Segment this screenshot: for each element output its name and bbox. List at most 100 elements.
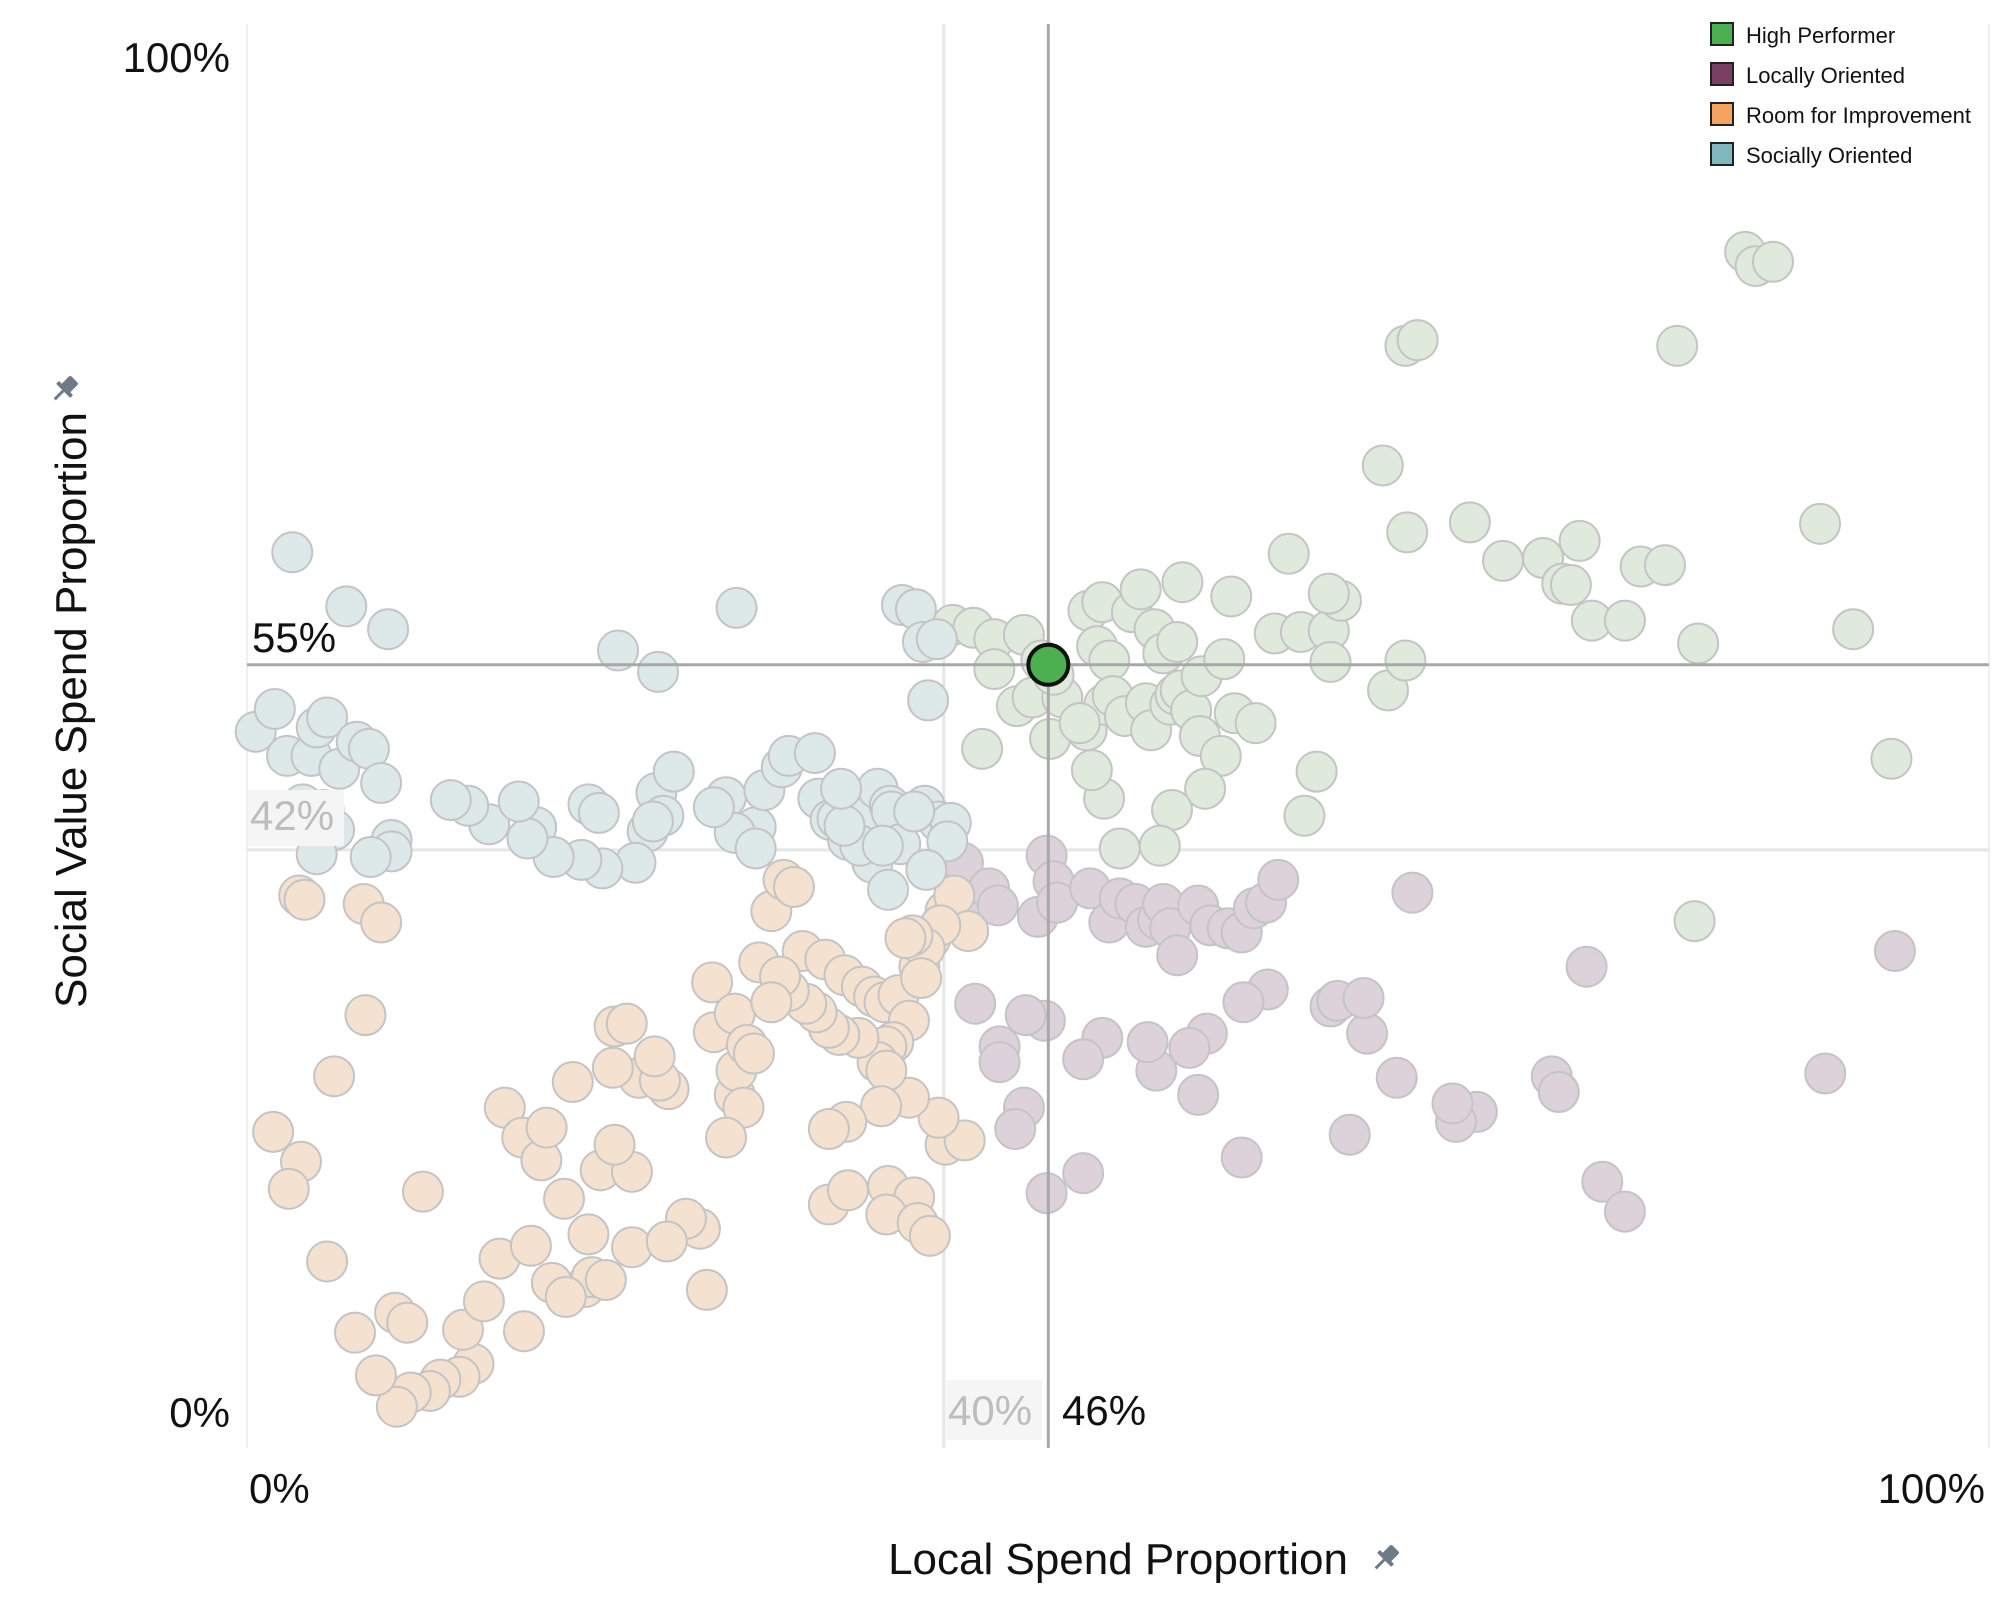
point-socially-oriented[interactable] xyxy=(905,848,948,891)
point-socially-oriented[interactable] xyxy=(253,687,296,730)
point-socially-oriented[interactable] xyxy=(367,608,410,651)
highlighted-point[interactable] xyxy=(1026,642,1071,687)
legend-item-socially-oriented[interactable]: Socially Oriented xyxy=(1710,142,1912,168)
point-locally-oriented[interactable] xyxy=(976,884,1019,927)
point-room-for-improvement[interactable] xyxy=(306,1240,349,1283)
point-locally-oriented[interactable] xyxy=(978,1041,1021,1084)
legend-item-high-performer[interactable]: High Performer xyxy=(1710,22,1895,48)
point-room-for-improvement[interactable] xyxy=(283,878,326,921)
point-room-for-improvement[interactable] xyxy=(633,1035,676,1078)
point-room-for-improvement[interactable] xyxy=(360,901,403,944)
point-locally-oriented[interactable] xyxy=(1062,1038,1105,1081)
point-socially-oriented[interactable] xyxy=(893,790,936,833)
point-room-for-improvement[interactable] xyxy=(584,1258,627,1301)
point-high-performer[interactable] xyxy=(1070,749,1113,792)
point-locally-oriented[interactable] xyxy=(1220,1136,1263,1179)
point-room-for-improvement[interactable] xyxy=(462,1280,505,1323)
point-room-for-improvement[interactable] xyxy=(685,1268,728,1311)
point-locally-oriented[interactable] xyxy=(1873,930,1916,973)
point-high-performer[interactable] xyxy=(1058,702,1101,745)
point-locally-oriented[interactable] xyxy=(1222,981,1265,1024)
point-socially-oriented[interactable] xyxy=(637,650,680,693)
point-socially-oriented[interactable] xyxy=(360,761,403,804)
point-room-for-improvement[interactable] xyxy=(551,1061,594,1104)
point-high-performer[interactable] xyxy=(1295,750,1338,793)
point-locally-oriented[interactable] xyxy=(1177,1073,1220,1116)
point-socially-oriented[interactable] xyxy=(506,817,549,860)
point-high-performer[interactable] xyxy=(1088,639,1131,682)
point-locally-oriented[interactable] xyxy=(954,982,997,1025)
point-room-for-improvement[interactable] xyxy=(691,961,734,1004)
point-high-performer[interactable] xyxy=(1098,827,1141,870)
point-high-performer[interactable] xyxy=(1234,702,1277,745)
point-high-performer[interactable] xyxy=(1361,444,1404,487)
point-locally-oriented[interactable] xyxy=(1257,858,1300,901)
point-locally-oriented[interactable] xyxy=(1391,871,1434,914)
point-locally-oriented[interactable] xyxy=(1537,1071,1580,1113)
point-locally-oriented[interactable] xyxy=(1168,1026,1211,1069)
point-socially-oriented[interactable] xyxy=(652,750,695,793)
point-room-for-improvement[interactable] xyxy=(645,1220,688,1263)
point-socially-oriented[interactable] xyxy=(793,732,836,775)
point-high-performer[interactable] xyxy=(1138,824,1181,867)
point-high-performer[interactable] xyxy=(1119,568,1162,611)
point-locally-oriented[interactable] xyxy=(1565,945,1608,988)
point-high-performer[interactable] xyxy=(1751,240,1794,283)
point-room-for-improvement[interactable] xyxy=(865,1049,908,1092)
point-high-performer[interactable] xyxy=(1203,638,1246,681)
legend-item-room-for-improvement[interactable]: Room for Improvement xyxy=(1710,102,1971,128)
point-high-performer[interactable] xyxy=(1870,737,1913,780)
point-room-for-improvement[interactable] xyxy=(860,1085,903,1128)
point-room-for-improvement[interactable] xyxy=(610,1226,653,1269)
point-socially-oriented[interactable] xyxy=(867,868,910,911)
point-room-for-improvement[interactable] xyxy=(544,1276,587,1319)
point-high-performer[interactable] xyxy=(1832,608,1875,651)
point-high-performer[interactable] xyxy=(1448,501,1491,544)
point-room-for-improvement[interactable] xyxy=(908,1214,951,1257)
point-locally-oriented[interactable] xyxy=(1025,1172,1068,1215)
point-socially-oriented[interactable] xyxy=(325,585,368,628)
point-locally-oriented[interactable] xyxy=(1156,934,1199,977)
point-room-for-improvement[interactable] xyxy=(525,1106,568,1149)
point-locally-oriented[interactable] xyxy=(1062,1152,1105,1195)
point-socially-oriented[interactable] xyxy=(429,779,472,822)
point-high-performer[interactable] xyxy=(1481,539,1524,582)
point-high-performer[interactable] xyxy=(1161,561,1204,604)
point-high-performer[interactable] xyxy=(1307,572,1350,615)
point-socially-oriented[interactable] xyxy=(497,780,540,823)
point-locally-oriented[interactable] xyxy=(1342,977,1385,1020)
point-socially-oriented[interactable] xyxy=(715,586,758,629)
point-socially-oriented[interactable] xyxy=(631,800,674,843)
point-high-performer[interactable] xyxy=(1156,621,1199,664)
y-axis-pin-icon[interactable] xyxy=(48,372,82,406)
point-room-for-improvement[interactable] xyxy=(502,1310,545,1353)
point-socially-oriented[interactable] xyxy=(306,696,349,739)
point-locally-oriented[interactable] xyxy=(1603,1190,1646,1233)
point-locally-oriented[interactable] xyxy=(1004,994,1047,1037)
point-room-for-improvement[interactable] xyxy=(267,1167,310,1210)
point-room-for-improvement[interactable] xyxy=(354,1354,397,1397)
point-locally-oriented[interactable] xyxy=(1581,1160,1624,1203)
point-socially-oriented[interactable] xyxy=(271,531,314,574)
point-locally-oriented[interactable] xyxy=(1346,1012,1389,1055)
point-socially-oriented[interactable] xyxy=(349,836,392,879)
point-room-for-improvement[interactable] xyxy=(750,981,793,1024)
point-room-for-improvement[interactable] xyxy=(591,1046,634,1089)
point-socially-oriented[interactable] xyxy=(861,824,904,867)
point-room-for-improvement[interactable] xyxy=(313,1055,356,1098)
point-socially-oriented[interactable] xyxy=(597,629,640,672)
point-high-performer[interactable] xyxy=(1384,639,1427,682)
point-high-performer[interactable] xyxy=(1184,767,1227,810)
point-socially-oriented[interactable] xyxy=(926,820,969,863)
point-room-for-improvement[interactable] xyxy=(334,1311,377,1354)
legend-item-locally-oriented[interactable]: Locally Oriented xyxy=(1710,62,1905,88)
point-room-for-improvement[interactable] xyxy=(705,1116,748,1159)
point-room-for-improvement[interactable] xyxy=(567,1213,610,1256)
point-room-for-improvement[interactable] xyxy=(826,1169,869,1212)
point-high-performer[interactable] xyxy=(1210,575,1253,618)
x-axis-pin-icon[interactable] xyxy=(1369,1541,1403,1575)
point-high-performer[interactable] xyxy=(1673,900,1716,943)
point-locally-oriented[interactable] xyxy=(1328,1113,1371,1156)
point-high-performer[interactable] xyxy=(1396,319,1439,362)
point-room-for-improvement[interactable] xyxy=(401,1170,444,1213)
